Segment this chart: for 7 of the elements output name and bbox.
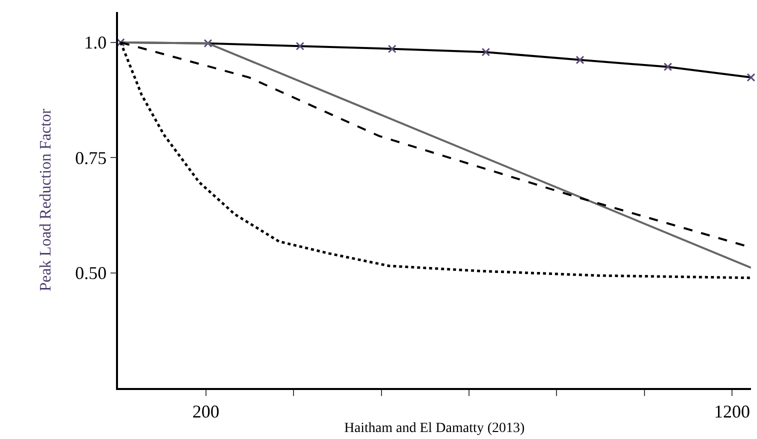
y-tick-label: 0.75	[75, 148, 107, 168]
y-tick-label: 1.0	[84, 32, 107, 53]
x-tick-label: 200	[192, 401, 220, 422]
y-axis-title: Peak Load Reduction Factor	[38, 108, 55, 292]
x-tick-label: 1200	[714, 401, 750, 422]
y-tick-label: 0.50	[75, 263, 107, 284]
x-axis-title: Haitham and El Damatty (2013)	[344, 421, 526, 436]
